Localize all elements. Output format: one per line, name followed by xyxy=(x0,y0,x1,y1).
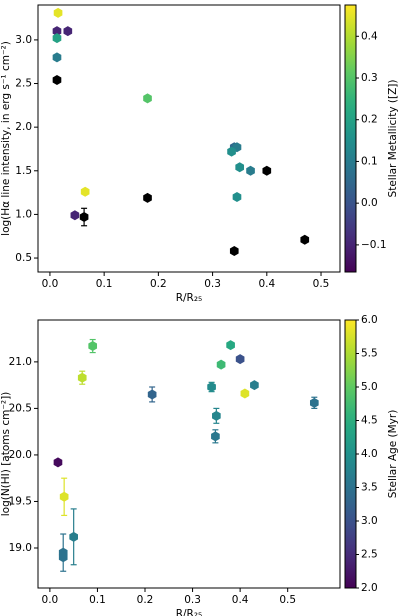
point xyxy=(69,531,78,542)
colorbar-tick-label: 2.5 xyxy=(361,549,378,561)
x-tick-label: 0.5 xyxy=(313,278,330,290)
plot-frame xyxy=(37,319,341,589)
colorbar-tick-label: 3.0 xyxy=(361,515,378,527)
y-tick-label: 0.5 xyxy=(15,252,32,264)
x-tick-label: 0.1 xyxy=(96,278,113,290)
point xyxy=(235,162,245,173)
point xyxy=(88,341,98,352)
point xyxy=(52,52,62,63)
colorbar-label: Stellar Age (Myr) xyxy=(387,410,399,499)
x-tick-label: 0.3 xyxy=(184,594,201,606)
point xyxy=(52,33,62,44)
x-tick-label: 0.4 xyxy=(258,278,275,290)
point xyxy=(52,26,62,37)
x-tick-label: 0.1 xyxy=(89,594,106,606)
x-axis-label: R/R₂₅ xyxy=(176,608,203,616)
y-tick-label: 20.5 xyxy=(9,402,32,414)
point xyxy=(59,491,69,502)
point xyxy=(53,457,63,468)
colorbar-tick-label: 6.0 xyxy=(361,314,378,326)
x-tick-label: 0.2 xyxy=(137,594,154,606)
colorbar-tick-label: 0.2 xyxy=(361,114,378,126)
point xyxy=(240,388,250,399)
point xyxy=(246,165,255,176)
colorbar xyxy=(344,319,357,589)
y-tick-label: 1.0 xyxy=(15,208,32,220)
point xyxy=(212,410,221,421)
colorbar-tick-label: 0.1 xyxy=(361,155,378,167)
point xyxy=(229,246,239,257)
point xyxy=(70,210,80,221)
point xyxy=(53,7,63,18)
x-tick-label: 0.4 xyxy=(232,594,249,606)
colorbar-tick-label: 5.0 xyxy=(361,381,378,393)
colorbar-tick-label: 0.4 xyxy=(361,30,378,42)
point xyxy=(79,212,89,223)
point xyxy=(80,186,90,197)
point xyxy=(235,354,245,365)
colorbar-tick-label: 5.5 xyxy=(361,348,378,360)
point xyxy=(250,380,259,391)
x-tick-label: 0.5 xyxy=(279,594,296,606)
point xyxy=(63,26,73,37)
point xyxy=(262,165,272,176)
y-tick-label: 21.0 xyxy=(9,356,32,368)
point xyxy=(211,431,220,442)
point xyxy=(147,389,157,400)
y-axis-label: log(Hα line intensity, in erg s⁻¹ cm⁻²) xyxy=(0,41,12,236)
point xyxy=(77,372,87,383)
y-tick-label: 20.0 xyxy=(9,449,32,461)
plot-frame xyxy=(37,4,341,273)
y-tick-label: 19.5 xyxy=(9,495,32,507)
point xyxy=(227,146,236,157)
x-axis-label: R/R₂₅ xyxy=(176,292,203,304)
point xyxy=(58,552,68,563)
point xyxy=(207,382,216,392)
point xyxy=(226,340,235,351)
y-tick-label: 1.5 xyxy=(15,165,32,177)
point xyxy=(300,234,310,245)
colorbar-tick-label: 0.0 xyxy=(361,197,378,209)
x-tick-label: 0.0 xyxy=(42,594,59,606)
point xyxy=(216,359,226,370)
point xyxy=(143,192,152,203)
colorbar-tick-label: 2.0 xyxy=(361,582,378,594)
colorbar-tick-label: 3.5 xyxy=(361,482,378,494)
x-tick-label: 0.2 xyxy=(150,278,167,290)
point xyxy=(309,397,319,408)
colorbar-tick-label: 4.0 xyxy=(361,448,378,460)
colorbar-tick-label: 4.5 xyxy=(361,415,378,427)
point xyxy=(232,191,242,202)
point xyxy=(143,93,152,104)
x-tick-label: 0.0 xyxy=(42,278,59,290)
x-tick-label: 0.3 xyxy=(204,278,221,290)
y-tick-label: 3.0 xyxy=(15,34,32,46)
y-tick-label: 2.0 xyxy=(15,121,32,133)
y-tick-label: 2.5 xyxy=(15,78,32,90)
colorbar xyxy=(344,4,357,273)
colorbar-label: Stellar Metallicity ([Z]) xyxy=(387,80,399,198)
y-axis-label: log(N(HI) [atoms cm⁻²]) xyxy=(0,392,12,517)
colorbar-tick-label: 0.3 xyxy=(361,72,378,84)
y-tick-label: 19.0 xyxy=(9,542,32,554)
point xyxy=(52,75,62,86)
colorbar-tick-label: −0.1 xyxy=(361,239,387,251)
